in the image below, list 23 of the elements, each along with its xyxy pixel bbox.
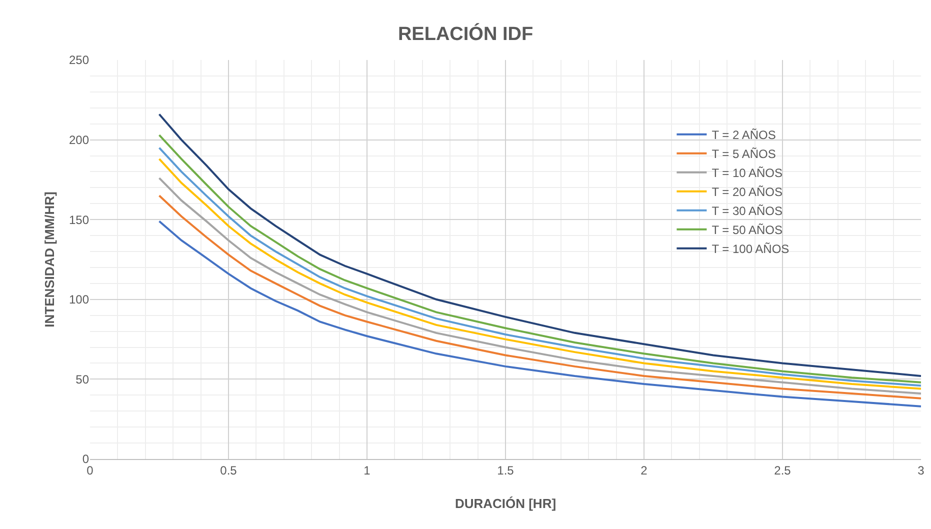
y-tick-label: 100 — [68, 292, 90, 307]
line-series — [158, 220, 921, 408]
x-tick-label: 2.5 — [774, 463, 792, 478]
y-axis-title: INTENSIDAD [MM/HR] — [42, 192, 57, 328]
legend-label: T = 100 AÑOS — [712, 242, 790, 256]
legend-label: T = 10 AÑOS — [712, 166, 783, 180]
legend-label: T = 2 AÑOS — [712, 128, 776, 142]
y-tick-label: 50 — [76, 372, 90, 386]
x-tick-label: 0.5 — [220, 463, 238, 478]
legend-label: T = 30 AÑOS — [712, 204, 783, 218]
chart-title: RELACIÓN IDF — [398, 22, 534, 45]
y-tick-label: 150 — [68, 212, 90, 227]
x-tick-label: 3 — [918, 463, 925, 478]
x-tick-label: 1 — [364, 463, 371, 478]
y-tick-label: 200 — [68, 133, 90, 147]
legend-label: T = 50 AÑOS — [712, 223, 783, 238]
x-tick-label: 1.5 — [497, 463, 514, 478]
legend-label: T = 5 AÑOS — [712, 147, 776, 162]
x-tick-label: 2 — [640, 463, 648, 478]
y-tick-label: 250 — [68, 53, 90, 68]
y-tick-label: 0 — [82, 452, 90, 466]
x-axis-title: DURACIÓN [HR] — [454, 496, 556, 511]
legend-label: T = 20 AÑOS — [712, 185, 783, 200]
